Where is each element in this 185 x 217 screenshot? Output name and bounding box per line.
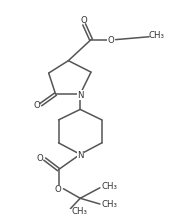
Text: N: N	[77, 151, 83, 160]
Text: O: O	[36, 154, 43, 163]
Text: CH₃: CH₃	[71, 207, 87, 216]
Text: CH₃: CH₃	[102, 182, 118, 191]
Text: O: O	[107, 36, 114, 45]
Text: O: O	[81, 16, 88, 25]
Text: CH₃: CH₃	[148, 31, 164, 40]
Text: O: O	[54, 185, 61, 194]
Text: CH₃: CH₃	[102, 201, 118, 209]
Text: N: N	[77, 90, 83, 100]
Text: O: O	[33, 101, 40, 110]
Text: N: N	[77, 90, 83, 100]
